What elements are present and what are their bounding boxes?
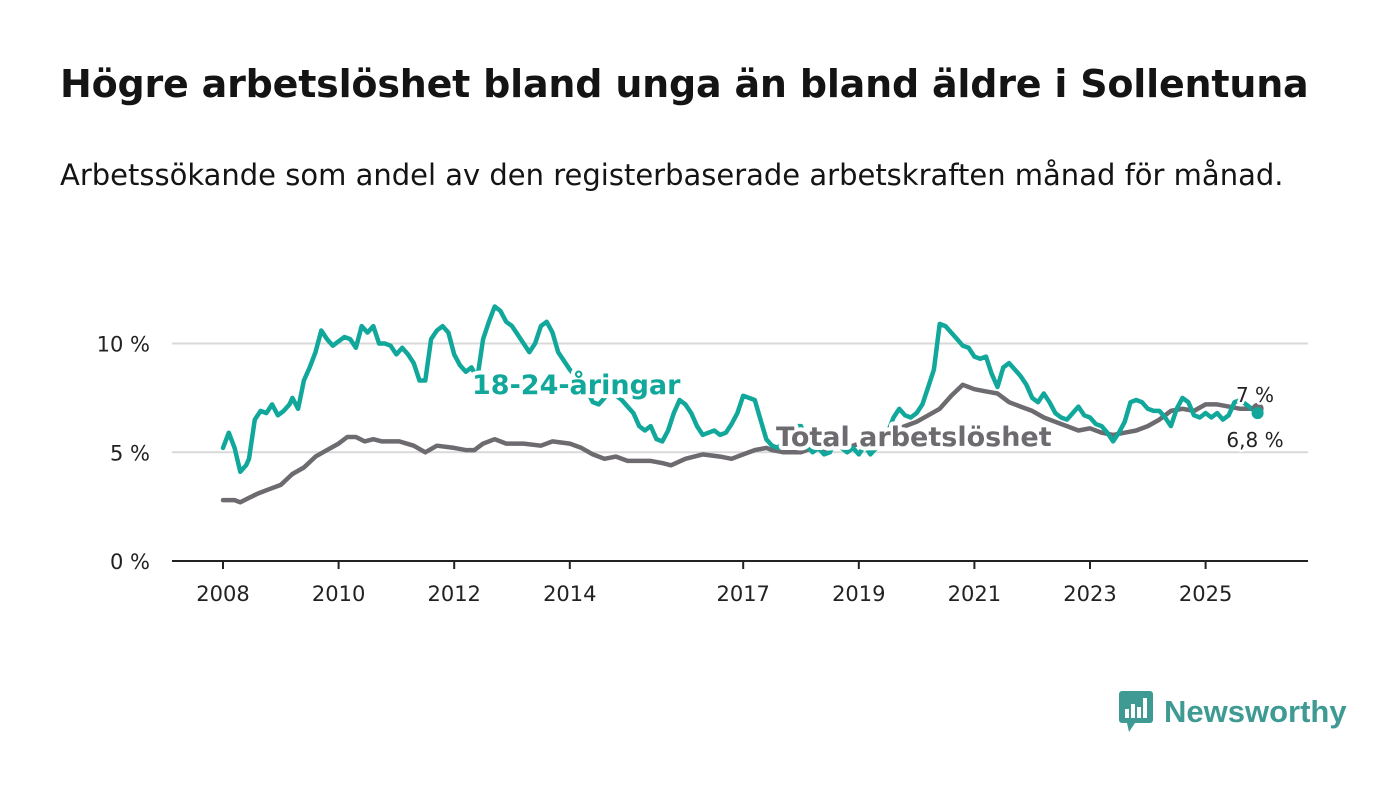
chart-title: Högre arbetslöshet bland unga än bland ä… (60, 62, 1309, 106)
series-lines (220, 304, 1264, 505)
y-tick-label: 10 % (97, 333, 150, 357)
x-tick-label: 2008 (196, 582, 249, 606)
series-labels: 18-24-åringar Total arbetslöshet 7 % 6,8 % (468, 365, 1286, 457)
x-tick-label: 2012 (427, 582, 480, 606)
x-tick-label: 2010 (312, 582, 365, 606)
brand-name: Newsworthy (1164, 694, 1347, 729)
gridlines (172, 342, 1308, 562)
chart-subtitle: Arbetssökande som andel av den registerb… (60, 158, 1284, 192)
y-axis-ticks: 0 % 5 % 10 % (97, 333, 150, 575)
series-line-total-arbetsloshet (220, 382, 1260, 505)
x-tick-label: 2019 (832, 582, 885, 606)
x-tick-label: 2017 (716, 582, 769, 606)
series-label-total-arbetsloshet: Total arbetslöshet (776, 422, 1052, 453)
series-label-18-24-aringar: 18-24-åringar (472, 369, 681, 401)
x-tick-label: 2014 (543, 582, 596, 606)
youth-end-point (1251, 407, 1264, 420)
y-tick-label: 0 % (110, 550, 150, 574)
brand-logo: Newsworthy (1118, 688, 1347, 736)
youth-end-label: 7 % (1236, 383, 1274, 407)
y-tick-label: 5 % (110, 441, 150, 465)
x-tick-label: 2023 (1063, 582, 1116, 606)
x-axis-ticks: 2008 2010 2012 2014 2017 2019 2021 2023 2025 (196, 561, 1232, 606)
total-end-label: 6,8 % (1226, 428, 1283, 452)
x-tick-label: 2021 (948, 582, 1001, 606)
x-tick-label: 2025 (1179, 582, 1232, 606)
series-line-18-24-aringar (220, 304, 1260, 475)
newsworthy-logo-icon (1119, 691, 1153, 732)
